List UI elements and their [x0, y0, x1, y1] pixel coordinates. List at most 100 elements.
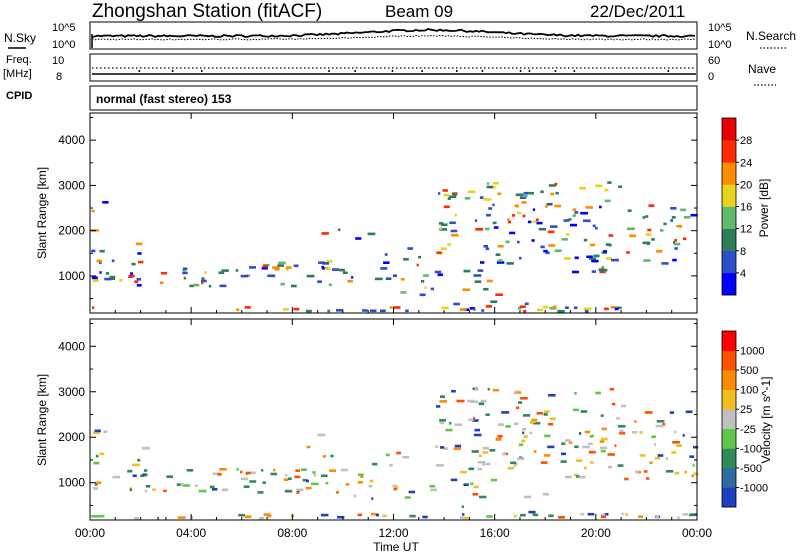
- power-cell: [451, 233, 459, 237]
- xtick-label: 16:00: [480, 526, 510, 540]
- power-cell: [246, 274, 251, 277]
- velocity-cell: [473, 433, 482, 437]
- velocity-cell: [662, 423, 666, 426]
- freq-point: [554, 70, 557, 72]
- power-cell: [540, 245, 545, 249]
- power-cell: [380, 309, 386, 313]
- power-cell: [306, 309, 312, 313]
- velocity-ytick-label: 4000: [58, 339, 85, 353]
- velocity-cell: [243, 485, 250, 488]
- power-cell: [434, 270, 442, 274]
- velocity-cell: [462, 513, 465, 516]
- power-cell: [318, 261, 326, 264]
- velocity-cell: [692, 464, 695, 467]
- freq-point: [667, 70, 670, 72]
- power-colorbar-swatch: [722, 184, 736, 207]
- velocity-colorbar-swatch: [722, 370, 736, 390]
- velocity-cell: [621, 512, 624, 516]
- velocity-cell: [614, 444, 617, 448]
- velocity-cell: [510, 461, 516, 465]
- velocity-cell: [608, 465, 613, 469]
- power-cell: [99, 271, 102, 274]
- velocity-cell: [576, 459, 583, 462]
- freq-scatter: [138, 70, 670, 72]
- power-cell: [261, 267, 268, 270]
- velocity-cell: [440, 395, 445, 398]
- velocity-cell: [371, 512, 378, 516]
- freq-point: [138, 70, 141, 72]
- velocity-cell: [177, 516, 186, 519]
- power-cell: [586, 255, 593, 259]
- power-cell: [400, 278, 405, 281]
- power-cell: [347, 279, 354, 283]
- power-cell: [656, 250, 663, 253]
- power-cell: [497, 259, 503, 262]
- velocity-cell: [112, 475, 121, 479]
- power-cell: [200, 279, 207, 283]
- power-cell: [663, 222, 667, 226]
- velocity-cell: [607, 453, 615, 456]
- velocity-cell: [439, 419, 446, 422]
- freq-unit: [MHz]: [3, 68, 32, 80]
- power-cell: [430, 287, 434, 291]
- power-cell: [400, 291, 407, 294]
- velocity-cell: [422, 515, 428, 519]
- cpid-text: normal (fast stereo) 153: [96, 92, 232, 106]
- velocity-cell: [357, 481, 363, 484]
- velocity-colorbar-swatch: [722, 487, 736, 508]
- velocity-cell: [601, 427, 607, 431]
- velocity-cell: [657, 454, 664, 457]
- velocity-cell: [477, 460, 486, 464]
- velocity-cell: [454, 423, 463, 426]
- power-cell: [324, 267, 331, 270]
- power-cell: [134, 280, 139, 283]
- power-cell: [550, 225, 558, 228]
- power-cell: [448, 195, 457, 199]
- power-cell: [618, 185, 623, 189]
- power-cell: [424, 286, 427, 289]
- velocity-cell: [513, 514, 517, 518]
- power-cell: [670, 219, 673, 222]
- velocity-cell: [485, 462, 491, 466]
- freq-point: [481, 70, 484, 72]
- power-cell: [682, 237, 687, 241]
- power-cell: [538, 227, 547, 231]
- velocity-cell: [523, 435, 528, 438]
- power-cell: [601, 266, 605, 269]
- power-cell: [521, 194, 528, 198]
- velocity-cell: [620, 404, 626, 408]
- power-cell: [659, 229, 664, 232]
- power-cell: [473, 274, 482, 277]
- velocity-cell: [634, 420, 637, 423]
- velocity-cell: [371, 497, 374, 500]
- power-cell: [672, 241, 676, 244]
- freq-point: [573, 70, 576, 72]
- velocity-cell: [565, 439, 571, 442]
- velocity-cell: [371, 462, 378, 466]
- power-cell: [342, 271, 348, 275]
- velocity-colorbar-label: Velocity [m s^-1]: [759, 377, 773, 464]
- power-cell: [604, 307, 609, 311]
- velocity-cell: [392, 484, 398, 488]
- station-title: Zhongshan Station (fitACF): [92, 1, 322, 22]
- velocity-cell: [649, 461, 653, 464]
- power-cell: [497, 245, 504, 248]
- velocity-cell: [685, 410, 693, 414]
- velocity-cell: [137, 458, 141, 462]
- velocity-cell: [217, 473, 222, 476]
- power-cell: [104, 277, 112, 281]
- power-cell: [591, 259, 599, 263]
- power-cell: [572, 214, 577, 217]
- power-cell: [221, 269, 229, 272]
- velocity-cell: [604, 513, 609, 516]
- velocity-cell: [396, 451, 401, 455]
- velocity-cell: [129, 488, 133, 492]
- power-cell: [528, 191, 535, 195]
- velocity-cell: [576, 475, 580, 478]
- velocity-cell: [496, 437, 502, 441]
- velocity-cell: [561, 452, 566, 456]
- power-cell: [91, 249, 96, 253]
- power-cell: [589, 243, 596, 247]
- power-cell: [547, 202, 553, 206]
